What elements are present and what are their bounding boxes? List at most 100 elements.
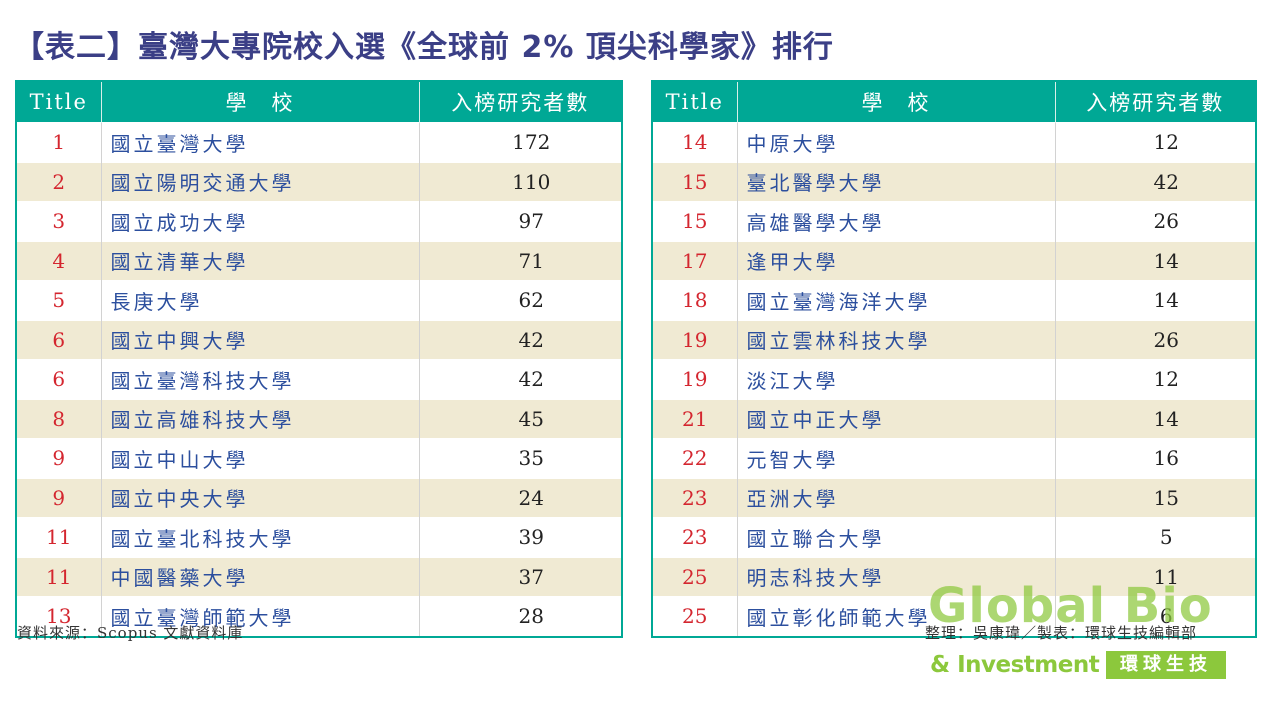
count-cell: 42 (1055, 161, 1255, 202)
table-row: 6 國立臺灣科技大學 42 (17, 359, 621, 399)
school-cell: 國立中興大學 (101, 319, 420, 360)
rank-cell: 22 (653, 438, 738, 478)
table-row: 11 國立臺北科技大學 39 (17, 517, 621, 557)
table-row: 25 國立彰化師範大學 6 (653, 596, 1255, 636)
count-cell: 97 (419, 201, 621, 241)
table-row: 2 國立陽明交通大學 110 (17, 161, 621, 202)
rank-cell: 18 (653, 280, 738, 320)
rank-cell: 8 (17, 398, 102, 439)
rank-cell: 13 (17, 596, 102, 636)
count-cell: 16 (1055, 438, 1255, 478)
count-cell: 42 (419, 359, 621, 399)
table-row: 1 國立臺灣大學 172 (17, 122, 621, 162)
school-cell: 國立中正大學 (737, 398, 1056, 439)
school-cell: 國立臺灣海洋大學 (737, 280, 1056, 320)
page-title: 【表二】臺灣大專院校入選《全球前 2% 頂尖科學家》排行 (14, 30, 834, 65)
count-cell: 26 (1055, 319, 1255, 360)
header-school: 學 校 (737, 82, 1056, 123)
source-note: 資料來源：Scopus 文獻資料庫 (17, 624, 244, 642)
rank-cell: 5 (17, 280, 102, 320)
count-cell: 24 (419, 477, 621, 518)
table-row: 15 臺北醫學大學 42 (653, 161, 1255, 202)
school-cell: 國立臺灣大學 (101, 122, 420, 162)
table-row: 5 長庚大學 62 (17, 280, 621, 320)
rank-cell: 4 (17, 240, 102, 281)
rank-cell: 9 (17, 477, 102, 518)
school-cell: 國立臺北科技大學 (101, 517, 420, 557)
count-cell: 14 (1055, 240, 1255, 281)
table-row: 9 國立中山大學 35 (17, 438, 621, 478)
rank-cell: 23 (653, 477, 738, 518)
count-cell: 15 (1055, 477, 1255, 518)
table-header-row: Title 學 校 入榜研究者數 (653, 82, 1255, 123)
school-cell: 亞洲大學 (737, 477, 1056, 518)
school-cell: 國立臺灣科技大學 (101, 359, 420, 399)
count-cell: 12 (1055, 122, 1255, 162)
rank-cell: 15 (653, 161, 738, 202)
count-cell: 39 (419, 517, 621, 557)
rank-cell: 1 (17, 122, 102, 162)
school-cell: 國立臺灣師範大學 (101, 596, 420, 636)
table-row: 4 國立清華大學 71 (17, 240, 621, 281)
count-cell: 6 (1055, 596, 1255, 636)
school-cell: 高雄醫學大學 (737, 201, 1056, 241)
rank-cell: 25 (653, 596, 738, 636)
school-cell: 中原大學 (737, 122, 1056, 162)
count-cell: 172 (419, 122, 621, 162)
rank-cell: 21 (653, 398, 738, 439)
count-cell: 62 (419, 280, 621, 320)
count-cell: 37 (419, 556, 621, 597)
rank-cell: 6 (17, 319, 102, 360)
school-cell: 臺北醫學大學 (737, 161, 1056, 202)
count-cell: 12 (1055, 359, 1255, 399)
table-row: 6 國立中興大學 42 (17, 319, 621, 360)
credit-note: 整理：吳康瑋／製表：環球生技編輯部 (925, 624, 1198, 642)
rank-cell: 25 (653, 556, 738, 597)
count-cell: 110 (419, 161, 621, 202)
count-cell: 71 (419, 240, 621, 281)
header-rank: Title (653, 82, 738, 123)
table-row: 17 逢甲大學 14 (653, 240, 1255, 281)
rank-cell: 14 (653, 122, 738, 162)
rank-cell: 11 (17, 517, 102, 557)
school-cell: 國立成功大學 (101, 201, 420, 241)
school-cell: 長庚大學 (101, 280, 420, 320)
school-cell: 國立清華大學 (101, 240, 420, 281)
table-row: 13 國立臺灣師範大學 28 (17, 596, 621, 636)
rank-cell: 11 (17, 556, 102, 597)
school-cell: 國立陽明交通大學 (101, 161, 420, 202)
school-cell: 中國醫藥大學 (101, 556, 420, 597)
ranking-table-right: Title 學 校 入榜研究者數 14 中原大學 12 15 臺北醫學大學 42 15 高雄醫… (651, 80, 1257, 638)
header-count: 入榜研究者數 (1055, 82, 1255, 123)
table-row: 11 中國醫藥大學 37 (17, 556, 621, 597)
school-cell: 國立中央大學 (101, 477, 420, 518)
school-cell: 國立聯合大學 (737, 517, 1056, 557)
table-row: 9 國立中央大學 24 (17, 477, 621, 518)
table-row: 23 國立聯合大學 5 (653, 517, 1255, 557)
count-cell: 14 (1055, 398, 1255, 439)
rank-cell: 6 (17, 359, 102, 399)
school-cell: 元智大學 (737, 438, 1056, 478)
table-row: 14 中原大學 12 (653, 122, 1255, 162)
rank-cell: 3 (17, 201, 102, 241)
logo-subtitle: & Investment (930, 652, 1100, 678)
ranking-table-left: Title 學 校 入榜研究者數 1 國立臺灣大學 172 2 國立陽明交通大學 110 3… (15, 80, 623, 638)
rank-cell: 15 (653, 201, 738, 241)
table-row: 3 國立成功大學 97 (17, 201, 621, 241)
rank-cell: 9 (17, 438, 102, 478)
logo-chinese-badge: 環球生技 (1106, 651, 1226, 679)
school-cell: 國立高雄科技大學 (101, 398, 420, 439)
header-school: 學 校 (101, 82, 420, 123)
school-cell: 國立彰化師範大學 (737, 596, 1056, 636)
table-body-left: 1 國立臺灣大學 172 2 國立陽明交通大學 110 3 國立成功大學 97 4 國立清華大學 71… (17, 122, 621, 636)
rank-cell: 19 (653, 319, 738, 360)
school-cell: 淡江大學 (737, 359, 1056, 399)
school-cell: 逢甲大學 (737, 240, 1056, 281)
count-cell: 11 (1055, 556, 1255, 597)
table-row: 19 國立雲林科技大學 26 (653, 319, 1255, 360)
count-cell: 42 (419, 319, 621, 360)
count-cell: 35 (419, 438, 621, 478)
table-header-row: Title 學 校 入榜研究者數 (17, 82, 621, 123)
table-row: 18 國立臺灣海洋大學 14 (653, 280, 1255, 320)
table-row: 15 高雄醫學大學 26 (653, 201, 1255, 241)
